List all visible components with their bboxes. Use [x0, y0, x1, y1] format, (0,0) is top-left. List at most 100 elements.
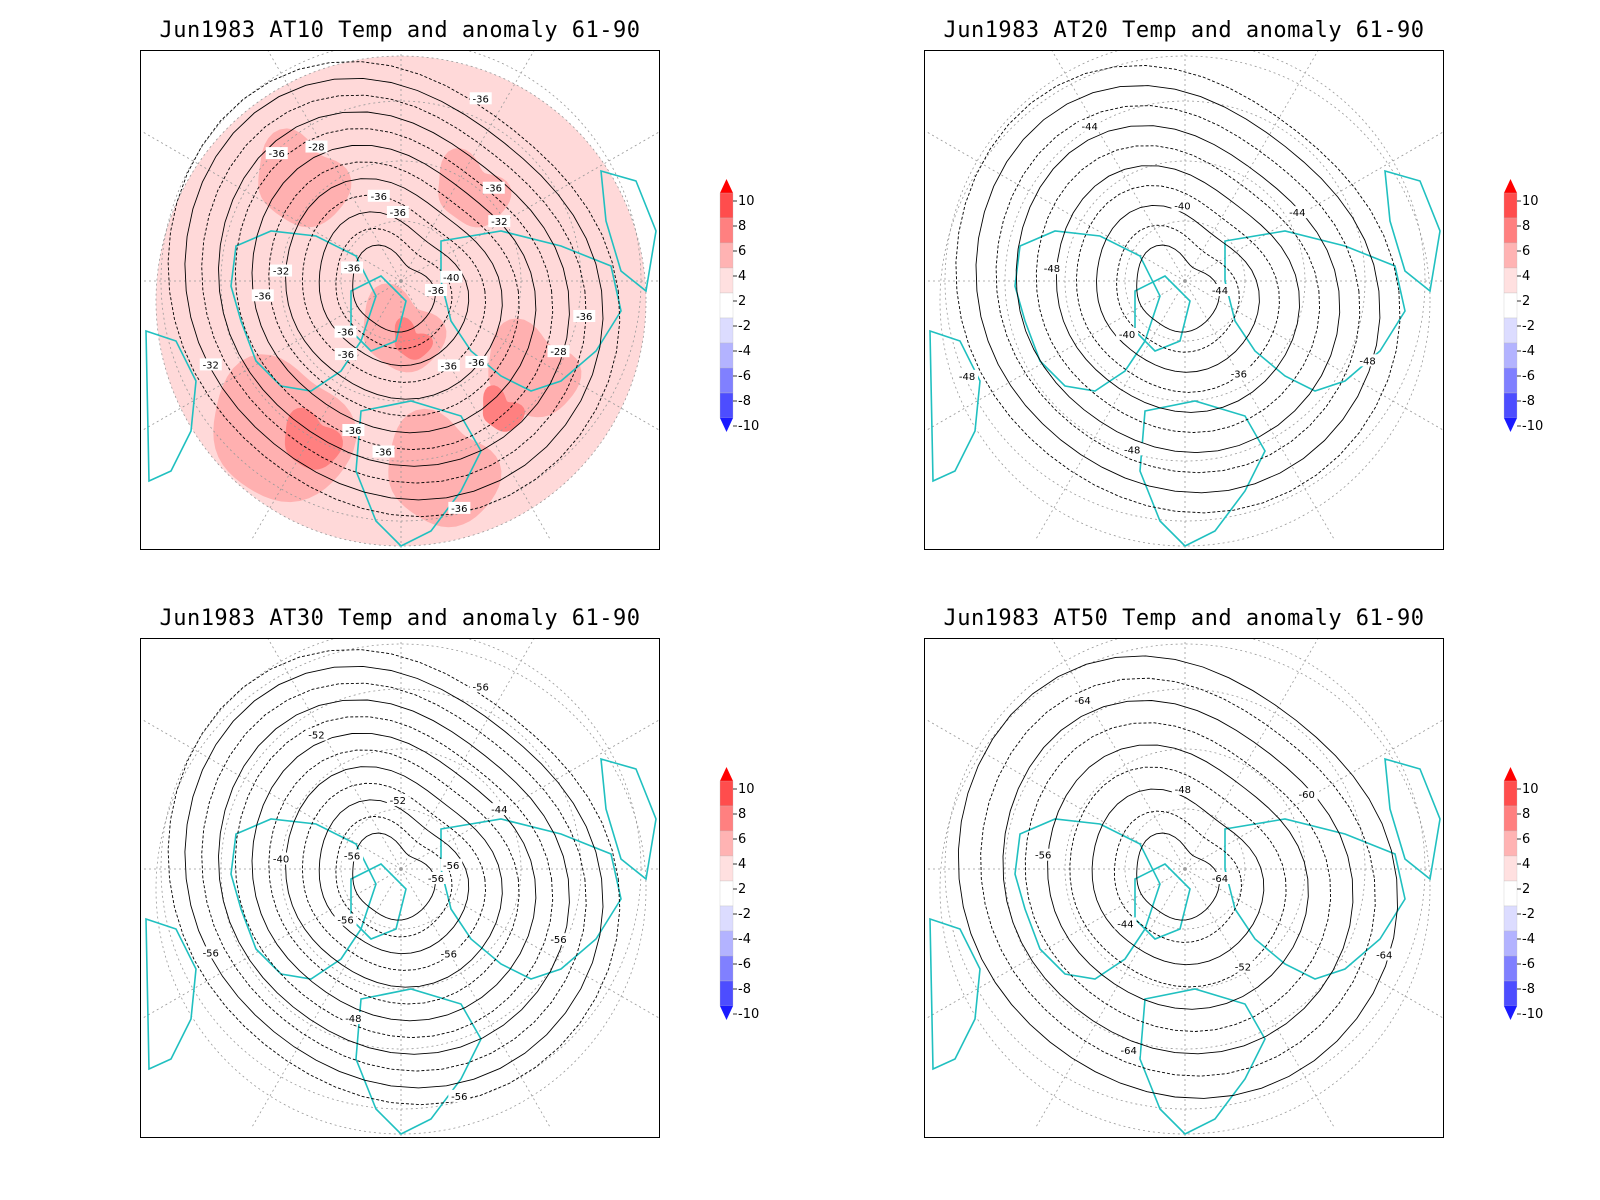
contour-label-bg — [305, 140, 328, 153]
isotherm — [301, 194, 486, 383]
meridian — [400, 51, 535, 282]
contour-label: -44 — [1289, 208, 1305, 219]
contour-label-bg — [1373, 948, 1396, 961]
colorbar-label: -6 — [1522, 369, 1535, 384]
contour-label-bg — [1032, 848, 1055, 861]
meridian — [400, 868, 659, 1019]
hemisphere-edge — [155, 55, 647, 547]
contour-label-bg — [1209, 872, 1231, 884]
coastline — [1014, 230, 1161, 392]
contour-label-bg — [465, 355, 488, 368]
colorbar-segment — [1503, 980, 1518, 1007]
meridian — [250, 868, 402, 1130]
colorbar-label: -6 — [1522, 957, 1535, 972]
contour-label: -64 — [1212, 874, 1228, 885]
contour-label-bg — [1231, 960, 1254, 973]
colorbar-label: 2 — [1522, 294, 1530, 309]
polar-map: -56 -56 -52 -56 -40 -44 -48 -52 -56 -56 -56 -56 -56 -… — [141, 639, 659, 1137]
contour-label: -40 — [1119, 330, 1135, 341]
coastline — [1014, 818, 1161, 980]
meridian — [400, 639, 535, 870]
contour-label-bg — [437, 359, 460, 372]
meridian — [1184, 51, 1319, 282]
contour-label: -56 — [443, 861, 459, 872]
anomaly-core — [394, 317, 433, 360]
contour-label: -56 — [1035, 851, 1051, 862]
polar-map: -44 -40 -40 -36 -48 -44 -48 -44 -48 -48 — [925, 51, 1443, 549]
isotherm — [352, 244, 436, 333]
isotherm — [955, 65, 1401, 514]
contour-label-bg — [573, 309, 596, 322]
colorbar-label: 10 — [738, 782, 755, 797]
anomaly-region — [388, 408, 502, 528]
isotherm — [1091, 788, 1265, 966]
contour-label: -64 — [1376, 950, 1392, 961]
colorbar-segment — [1503, 780, 1518, 807]
colorbar-segment — [719, 780, 734, 807]
isotherm — [167, 649, 621, 1106]
isotherm — [352, 832, 436, 921]
colorbar-label: 8 — [738, 219, 746, 234]
colorbar-segment — [1503, 292, 1518, 319]
contour-label: -56 — [451, 1092, 467, 1103]
meridian — [400, 280, 659, 431]
colorbar-label: -8 — [738, 982, 751, 997]
contour-label-bg — [547, 345, 570, 358]
colorbar-arrow-bottom — [720, 418, 733, 432]
meridian — [1184, 280, 1336, 542]
contour-label-bg — [1171, 199, 1194, 212]
coastline — [1384, 757, 1441, 881]
meridian — [1184, 868, 1336, 1130]
contour-label-bg — [341, 849, 364, 862]
contour-label-bg — [1286, 206, 1309, 219]
coastline — [600, 169, 657, 293]
panel-at30: Jun1983 AT30 Temp and anomaly 61-90 -56 -… — [140, 606, 780, 1166]
colorbar-label: -6 — [738, 369, 751, 384]
contour-label: -52 — [1235, 963, 1251, 974]
colorbar-label: 6 — [1522, 832, 1530, 847]
hemisphere-edge — [939, 643, 1431, 1135]
contour-label: -36 — [390, 208, 406, 219]
contour-label: -48 — [1044, 264, 1060, 275]
coastline — [350, 863, 407, 940]
colorbar-segment — [1503, 930, 1518, 957]
colorbar-label: -4 — [1522, 344, 1535, 359]
contour-label: -36 — [337, 328, 353, 339]
contour-label-bg — [1295, 788, 1318, 801]
polar-map: -36-36-36-36-32-32-36-28-28-32-36-36-36-… — [141, 51, 659, 549]
isotherm — [268, 161, 520, 417]
colorbar-segment — [719, 855, 734, 882]
contour-label: -36 — [486, 184, 502, 195]
contour-label-bg — [199, 946, 222, 959]
colorbar-label: 2 — [1522, 882, 1530, 897]
colorbar-segment — [719, 805, 734, 832]
coastline — [355, 400, 482, 547]
anomaly-region — [488, 318, 582, 418]
isotherm — [285, 178, 503, 400]
coastline — [1139, 988, 1266, 1135]
colorbar-label: 6 — [738, 832, 746, 847]
isotherm — [218, 111, 570, 467]
isotherm — [318, 211, 470, 367]
contour-label: -28 — [308, 143, 324, 154]
colorbar-segment — [1503, 342, 1518, 369]
contour-label: -36 — [255, 291, 271, 302]
meridian — [141, 868, 402, 1020]
colorbar-segment — [1503, 880, 1518, 907]
colorbar-segment — [1503, 192, 1518, 219]
contour-label: -56 — [203, 948, 219, 959]
isotherm — [251, 733, 537, 1022]
contour-label: -36 — [338, 350, 354, 361]
contour-label-bg — [367, 189, 390, 202]
coastline — [440, 818, 622, 980]
panel-at20: Jun1983 AT20 Temp and anomaly 61-90 -44-… — [924, 18, 1564, 578]
contour-label: -36 — [269, 149, 285, 160]
contour-label: -56 — [337, 916, 353, 927]
isotherm — [1116, 224, 1240, 353]
panel-title: Jun1983 AT30 Temp and anomaly 61-90 — [159, 606, 641, 631]
contour-label-bg — [425, 872, 447, 884]
coastline — [145, 329, 197, 483]
colorbar-label: 6 — [1522, 244, 1530, 259]
isotherm — [201, 682, 587, 1072]
contour-label: -36 — [451, 504, 467, 515]
